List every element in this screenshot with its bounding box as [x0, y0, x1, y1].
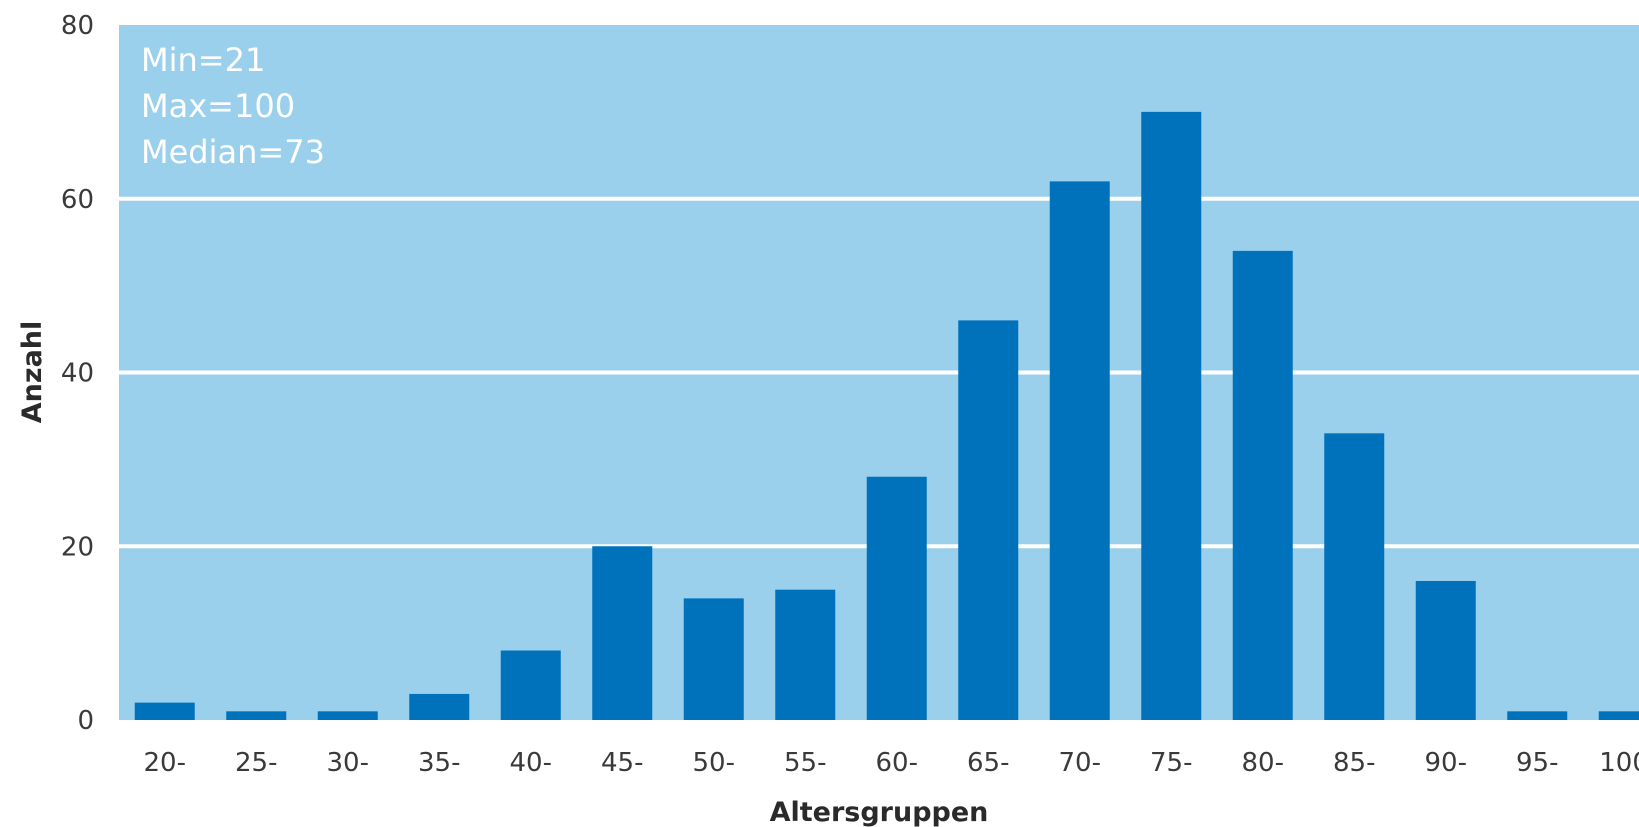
- x-tick-label: 65-: [967, 748, 1009, 778]
- y-axis-title: Anzahl: [17, 321, 48, 424]
- bar: [226, 711, 287, 720]
- x-tick-label: 75-: [1150, 748, 1192, 778]
- stat-annotation-line: Median=73: [141, 133, 325, 171]
- y-tick-label: 20: [61, 532, 94, 562]
- bar: [500, 650, 561, 720]
- x-tick-label: 40-: [510, 748, 552, 778]
- x-tick-label: 90-: [1425, 748, 1467, 778]
- y-tick-label: 80: [61, 11, 94, 41]
- x-tick-label: 70-: [1059, 748, 1101, 778]
- bar: [409, 693, 470, 720]
- bar: [1507, 711, 1568, 720]
- x-tick-label: 55-: [784, 748, 826, 778]
- x-tick-label: 80-: [1242, 748, 1284, 778]
- x-tick-label: 30-: [327, 748, 369, 778]
- x-tick-label: 50-: [693, 748, 735, 778]
- bar: [866, 476, 927, 720]
- bar: [134, 702, 195, 720]
- x-tick-label: 35-: [418, 748, 460, 778]
- bar: [1324, 433, 1385, 720]
- stat-annotation-line: Min=21: [141, 41, 265, 79]
- bar: [958, 320, 1019, 720]
- x-axis-ticks: 20- 25- 30- 35- 40- 45- 50- 55- 60- 65- 70- 75- 80- 8…: [144, 748, 1639, 778]
- x-tick-label: 25-: [235, 748, 277, 778]
- bar: [592, 546, 653, 720]
- y-axis-ticks: 0 20 40 60 80: [61, 11, 94, 736]
- bar: [683, 598, 744, 720]
- bar: [1049, 181, 1110, 720]
- x-tick-label: 95-: [1516, 748, 1558, 778]
- bar: [317, 711, 378, 720]
- bars: [134, 111, 1639, 720]
- bar: [1415, 581, 1476, 720]
- x-tick-label: 45-: [601, 748, 643, 778]
- x-tick-label: 100-: [1599, 748, 1639, 778]
- x-tick-label: 60-: [876, 748, 918, 778]
- bar: [1141, 111, 1202, 720]
- bar: [1598, 711, 1639, 720]
- y-tick-label: 0: [77, 706, 94, 736]
- x-axis-title: Altersgruppen: [770, 797, 989, 827]
- stats-annotation: Min=21 Max=100 Median=73: [141, 41, 325, 171]
- y-tick-label: 40: [61, 359, 94, 389]
- bar: [1232, 250, 1293, 720]
- bar: [775, 589, 836, 720]
- x-tick-label: 20-: [144, 748, 186, 778]
- x-tick-label: 85-: [1333, 748, 1375, 778]
- stat-annotation-line: Max=100: [141, 87, 295, 125]
- y-tick-label: 60: [61, 185, 94, 215]
